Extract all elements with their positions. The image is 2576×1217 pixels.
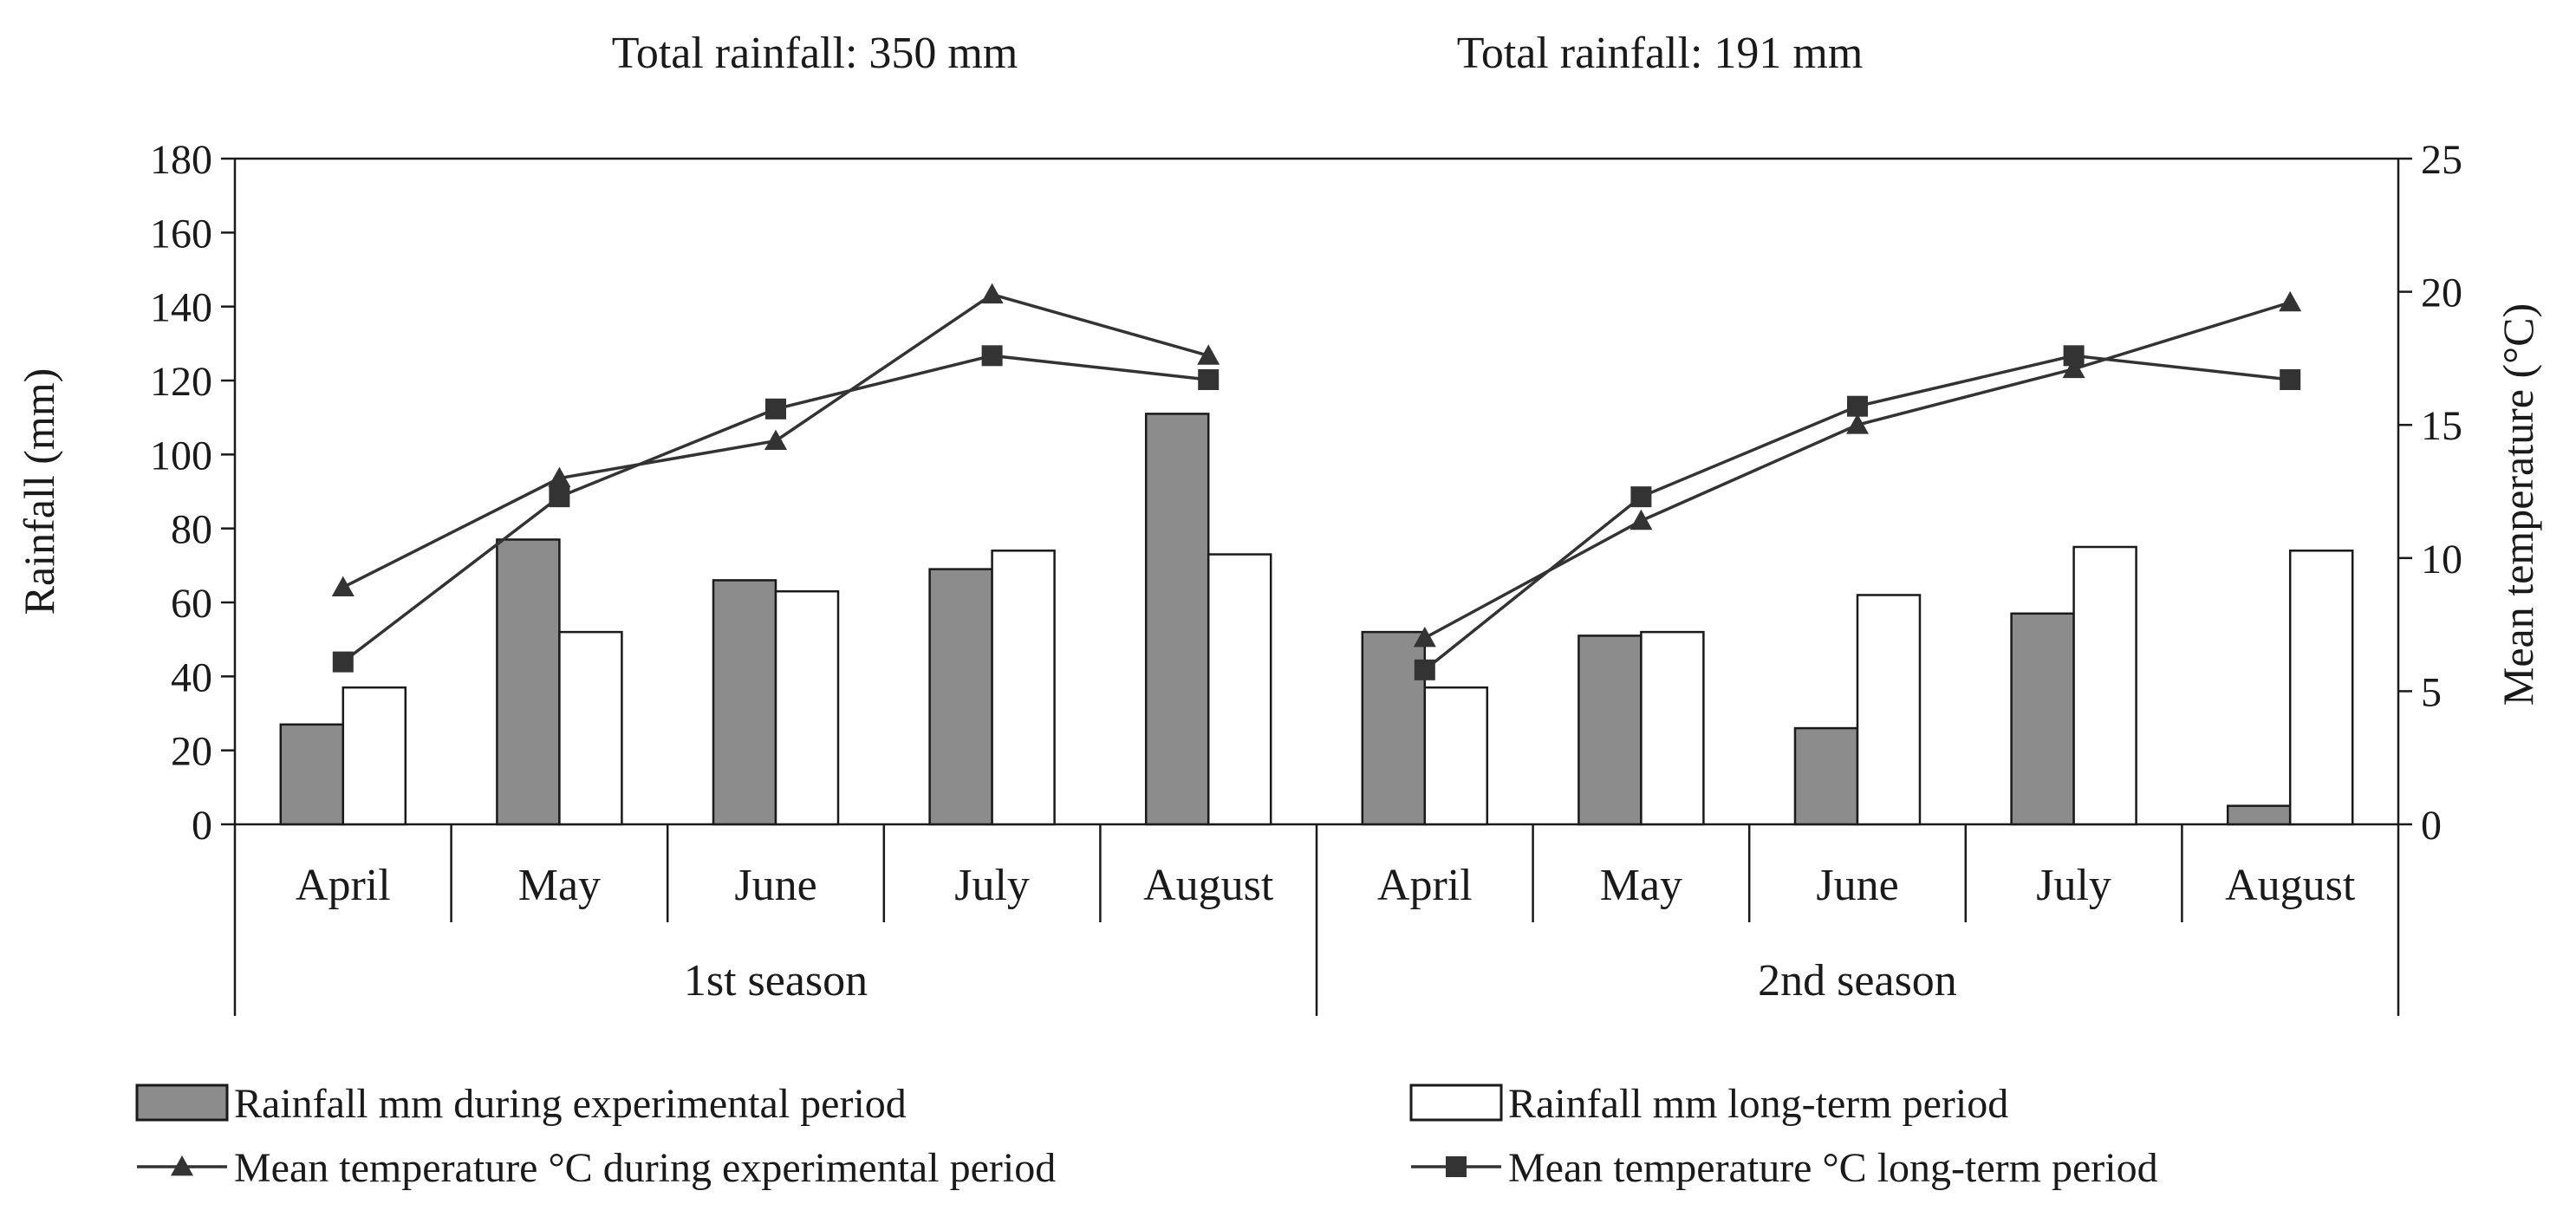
left-y-tick-label: 180	[150, 137, 212, 183]
experimental-temperature-point	[764, 429, 787, 451]
longterm-temperature-point	[1414, 659, 1435, 680]
legend-item-experimental-rainfall: Rainfall mm during experimental period	[135, 1081, 907, 1127]
right-y-tick-label: 0	[2421, 803, 2442, 849]
left-y-tick-label: 80	[171, 507, 212, 553]
experimental-temperature-point	[2062, 357, 2085, 379]
left-y-tick-label: 120	[150, 359, 212, 405]
left-y-tick-label: 40	[171, 654, 212, 700]
bar-experimental-rainfall	[1577, 635, 1643, 826]
month-label: June	[734, 861, 816, 910]
longterm-temperature-point	[549, 486, 570, 508]
longterm-temperature-point	[1630, 486, 1652, 508]
bar-longterm-rainfall	[2288, 550, 2354, 826]
legend-swatch-marker	[171, 1155, 193, 1176]
legend-swatch	[135, 1084, 229, 1122]
experimental-temperature-point	[1630, 509, 1653, 530]
longterm-temperature-point	[2063, 345, 2085, 367]
bar-experimental-rainfall	[928, 568, 993, 826]
legend-label: Mean temperature °C long-term period	[1508, 1145, 2158, 1191]
left-y-tick-label: 100	[150, 433, 212, 478]
month-label: August	[1143, 861, 1274, 910]
bar-longterm-rainfall	[991, 550, 1056, 826]
bar-experimental-rainfall	[2226, 804, 2292, 826]
bar-experimental-rainfall	[2010, 612, 2075, 826]
experimental-temperature-point	[1197, 344, 1220, 365]
month-label: June	[1816, 861, 1898, 910]
left-y-tick-label: 0	[192, 803, 212, 849]
left-y-axis-title: Rainfall (mm)	[15, 368, 63, 615]
bar-longterm-rainfall	[1856, 594, 1922, 826]
experimental-temperature-point	[2279, 290, 2302, 312]
left-y-tick-label: 160	[150, 211, 212, 257]
right-y-tick-label: 10	[2421, 537, 2462, 582]
legend-swatch	[1409, 1084, 1503, 1122]
bar-experimental-rainfall	[712, 579, 777, 826]
right-y-tick-label: 20	[2421, 270, 2462, 316]
right-y-tick-label: 5	[2421, 669, 2442, 715]
total-rainfall-annotation: Total rainfall: 191 mm	[1457, 29, 1864, 78]
bar-experimental-rainfall	[1144, 413, 1210, 826]
legend-item-longterm-rainfall: Rainfall mm long-term period	[1409, 1081, 2008, 1127]
bar-longterm-rainfall	[342, 686, 407, 826]
experimental-temperature-point	[1846, 413, 1869, 434]
bar-longterm-rainfall	[1423, 686, 1489, 826]
left-y-tick-label: 20	[171, 729, 212, 775]
experimental-temperature-point	[331, 576, 355, 596]
month-label: May	[518, 861, 601, 910]
month-label: July	[954, 861, 1030, 910]
right-y-tick-label: 25	[2421, 137, 2462, 183]
month-label: July	[2036, 861, 2111, 910]
experimental-temperature-point	[1413, 626, 1436, 648]
bar-longterm-rainfall	[1207, 553, 1272, 826]
legend-label: Rainfall mm long-term period	[1508, 1081, 2008, 1127]
legend: Rainfall mm during experimental period Ra…	[135, 1081, 2158, 1191]
total-rainfall-annotation: Total rainfall: 350 mm	[612, 29, 1018, 78]
month-label: August	[2225, 861, 2356, 910]
legend-item-longterm-temperature: Mean temperature °C long-term period	[1411, 1145, 2158, 1191]
left-y-tick-label: 60	[171, 581, 212, 627]
legend-label: Rainfall mm during experimental period	[234, 1081, 907, 1127]
season-label: 1st season	[684, 956, 868, 1005]
season-label: 2nd season	[1758, 956, 1957, 1005]
bar-longterm-rainfall	[1640, 630, 1705, 826]
legend-label: Mean temperature °C during experimental …	[234, 1145, 1056, 1191]
experimental-temperature-point	[980, 283, 1004, 304]
right-y-axis-title: Mean temperature (°C)	[2494, 303, 2542, 706]
month-label: April	[296, 861, 391, 910]
longterm-temperature-point	[2280, 368, 2301, 390]
left-y-tick-label: 140	[150, 285, 212, 331]
text-layer: 0 20 40 60 80 100 120 140 160 180 0 5 10 15 20 25 Rainfa…	[15, 29, 2542, 1005]
experimental-temperature-point	[548, 466, 571, 488]
right-y-tick-label: 15	[2421, 403, 2462, 449]
longterm-temperature-point	[1198, 368, 1220, 390]
lines-layer	[331, 283, 2302, 680]
month-label: April	[1377, 861, 1473, 910]
longterm-temperature-point	[332, 651, 354, 673]
bar-longterm-rainfall	[774, 589, 840, 826]
bar-longterm-rainfall	[2072, 545, 2137, 826]
longterm-temperature-point	[765, 398, 786, 420]
bars-layer	[279, 413, 2354, 826]
month-label: May	[1600, 861, 1682, 910]
longterm-temperature-point	[1847, 395, 1868, 417]
longterm-temperature-point	[981, 345, 1003, 367]
bar-longterm-rainfall	[558, 630, 623, 826]
legend-item-experimental-temperature: Mean temperature °C during experimental …	[137, 1145, 1056, 1191]
bar-experimental-rainfall	[496, 538, 561, 826]
bar-experimental-rainfall	[1793, 726, 1859, 826]
bar-experimental-rainfall	[279, 723, 345, 826]
legend-swatch-marker	[1446, 1156, 1467, 1177]
